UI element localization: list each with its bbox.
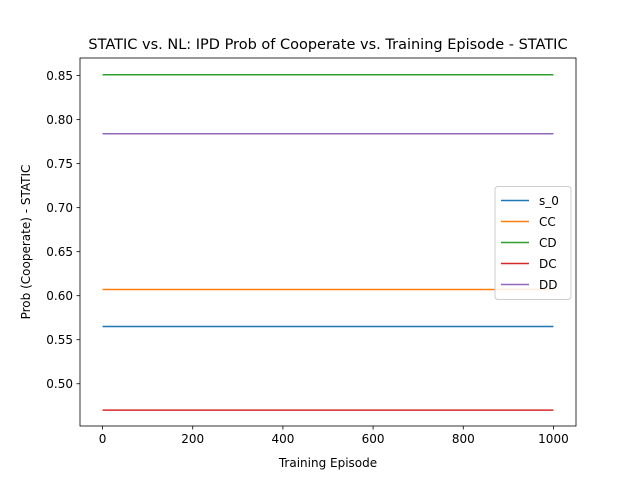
legend-label-cc: CC [539,215,556,229]
chart-title: STATIC vs. NL: IPD Prob of Cooperate vs.… [88,37,567,53]
x-tick-label: 200 [181,432,204,446]
legend-label-s-0: s_0 [539,194,559,208]
y-tick-label: 0.80 [46,113,73,127]
legend: s_0 CC CD DC DD [494,186,572,300]
legend-box [494,186,572,300]
legend-label-dc: DC [539,257,557,271]
x-tick-label: 600 [362,432,385,446]
y-axis: 0.50 0.55 0.60 0.65 0.70 0.75 0.80 0.85 [46,69,80,391]
legend-label-cd: CD [539,236,557,250]
y-tick-label: 0.50 [46,377,73,391]
x-axis: 0 200 400 600 800 1000 [99,426,569,446]
x-tick-label: 400 [271,432,294,446]
x-axis-label: Training Episode [278,456,377,470]
y-tick-label: 0.75 [46,157,73,171]
series-layer [102,73,554,411]
y-tick-label: 0.70 [46,201,73,215]
y-tick-label: 0.65 [46,245,73,259]
y-axis-label: Prob (Cooperate) - STATIC [19,165,33,320]
x-tick-label: 0 [99,432,107,446]
x-tick-label: 800 [452,432,475,446]
legend-label-dd: DD [539,278,557,292]
y-tick-label: 0.60 [46,289,73,303]
y-tick-label: 0.85 [46,69,73,83]
x-tick-label: 1000 [538,432,569,446]
y-tick-label: 0.55 [46,333,73,347]
plot-area [79,57,577,427]
